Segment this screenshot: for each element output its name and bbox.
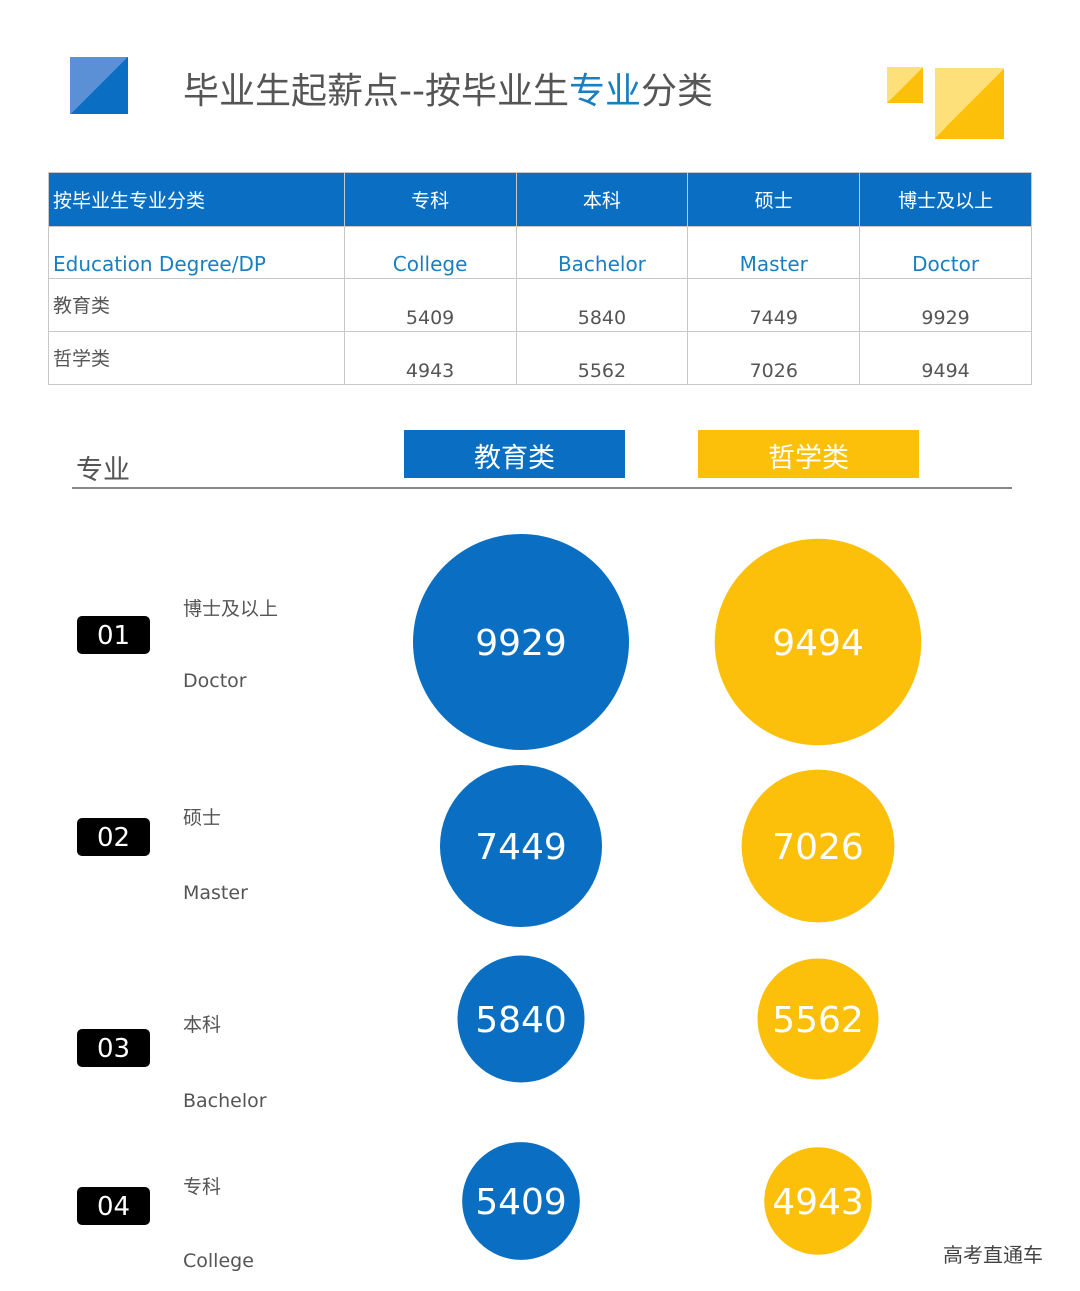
rank-badge: 01 (77, 616, 150, 654)
category-label-cn: 硕士 (183, 807, 222, 829)
divider (72, 487, 1012, 489)
section-label: 专业 (76, 455, 130, 486)
table-header-row: 按毕业生专业分类 专科 本科 硕士 博士及以上 (48, 172, 1032, 227)
table-cell: 7026 (687, 331, 861, 385)
bubble-yellow (714, 538, 922, 746)
rank-badge: 04 (77, 1187, 150, 1225)
rank-badge: 02 (77, 818, 150, 856)
table-header: 硕士 (687, 172, 861, 227)
table-cell: 5840 (515, 278, 689, 332)
bubble-label: 7449 (475, 827, 567, 868)
yellow-small-square (887, 67, 923, 103)
title-text: 毕业生起薪点--按毕业生 (183, 71, 569, 112)
bubble-label: 4943 (772, 1182, 864, 1223)
page-title: 毕业生起薪点--按毕业生专业分类 (183, 62, 713, 114)
table-cell: 5562 (515, 331, 689, 385)
table-cell: College (343, 226, 517, 279)
bubble-yellow (764, 1147, 872, 1255)
bubble-yellow (757, 958, 879, 1080)
blue-logo-square (70, 57, 128, 114)
category-label-en: Master (183, 882, 248, 904)
table-header: 专科 (343, 172, 517, 227)
category-label-en: Doctor (183, 670, 247, 692)
legend-yellow: 哲学类 (698, 430, 919, 478)
bubble-blue (457, 955, 585, 1083)
category-label-cn: 本科 (183, 1014, 222, 1036)
bubble-label: 5409 (475, 1182, 567, 1223)
table-cell: 7449 (687, 278, 861, 332)
table-cell: Bachelor (515, 226, 689, 279)
table-row: Education Degree/DP College Bachelor Mas… (48, 226, 1032, 279)
table-cell: 哲学类 (48, 331, 345, 385)
bubble-blue (413, 534, 629, 750)
category-label-en: Bachelor (183, 1090, 267, 1112)
salary-table: 按毕业生专业分类 专科 本科 硕士 博士及以上 Education Degree… (48, 172, 1032, 385)
bubble-label: 7026 (772, 827, 864, 868)
category-label-en: College (183, 1250, 254, 1272)
table-cell: 4943 (343, 331, 517, 385)
watermark: 高考直通车 (943, 1243, 1043, 1267)
table-header: 博士及以上 (859, 172, 1032, 227)
table-header: 本科 (515, 172, 689, 227)
bubble-blue (439, 764, 603, 928)
table-cell: Education Degree/DP (48, 226, 345, 279)
rank-badge: 03 (77, 1029, 150, 1067)
legend-blue: 教育类 (404, 430, 625, 478)
bubble-label: 9494 (772, 623, 864, 664)
title-text-end: 分类 (641, 71, 714, 112)
table-cell: 9494 (859, 331, 1032, 385)
table-row: 哲学类 4943 5562 7026 9494 (48, 331, 1032, 385)
category-label-cn: 博士及以上 (183, 598, 279, 620)
table-cell: Doctor (859, 226, 1032, 279)
bubble-label: 5840 (475, 1000, 567, 1041)
table-cell: Master (687, 226, 861, 279)
table-row: 教育类 5409 5840 7449 9929 (48, 278, 1032, 332)
category-label-cn: 专科 (183, 1176, 222, 1198)
bubble-yellow (741, 769, 895, 923)
bubble-blue (462, 1142, 580, 1260)
bubble-label: 5562 (772, 1000, 864, 1041)
title-highlight: 专业 (568, 71, 641, 112)
bubble-label: 9929 (475, 623, 567, 664)
table-cell: 5409 (343, 278, 517, 332)
table-cell: 9929 (859, 278, 1032, 332)
yellow-large-square (935, 68, 1004, 139)
